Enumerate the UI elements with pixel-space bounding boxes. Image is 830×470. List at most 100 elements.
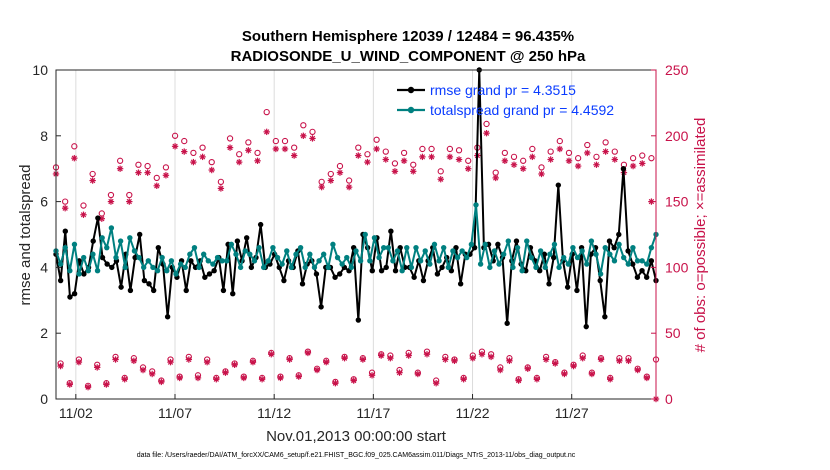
obs-assimilated-stroke bbox=[108, 198, 114, 205]
obs-assimilated-stroke bbox=[195, 375, 201, 381]
obs-assimilated-marker bbox=[226, 144, 234, 151]
rmse-point bbox=[313, 271, 320, 277]
obs-assimilated-marker bbox=[460, 376, 467, 383]
obs-assimilated-stroke bbox=[493, 175, 499, 181]
obs-assimilated-marker bbox=[327, 177, 335, 184]
obs-assimilated-stroke bbox=[525, 366, 531, 372]
y-tick-label: 4 bbox=[40, 259, 48, 275]
rmse-point bbox=[62, 228, 69, 234]
obs-possible-marker bbox=[309, 128, 316, 136]
y2-tick-label: 100 bbox=[665, 259, 689, 275]
obs-assimilated-marker bbox=[176, 374, 183, 382]
obs-assimilated-marker bbox=[116, 165, 124, 172]
obs-assimilated-marker bbox=[66, 381, 73, 388]
obs-possible-marker bbox=[382, 148, 389, 155]
rmse-point bbox=[95, 215, 101, 221]
obs-assimilated-stroke bbox=[424, 351, 430, 357]
obs-possible-marker bbox=[181, 137, 188, 145]
spread-point bbox=[99, 235, 105, 241]
legend-rmse-marker bbox=[407, 86, 415, 94]
obs-possible-marker bbox=[639, 152, 646, 159]
rmse-point bbox=[243, 235, 250, 241]
spread-point bbox=[117, 238, 124, 244]
obs-assimilated-marker bbox=[89, 177, 96, 184]
rmse-point bbox=[625, 248, 631, 254]
legend-spread-label: totalspread grand pr = 4.4592 bbox=[430, 102, 614, 118]
spread-point bbox=[584, 261, 590, 267]
obs-assimilated-marker bbox=[538, 170, 545, 178]
rmse-point bbox=[155, 244, 162, 251]
spread-point bbox=[459, 248, 465, 254]
obs-assimilated-stroke bbox=[570, 363, 577, 369]
obs-possible-marker bbox=[171, 132, 179, 139]
obs-assimilated-marker bbox=[533, 376, 541, 383]
rmse-point bbox=[550, 254, 557, 261]
obs-assimilated-marker bbox=[194, 374, 202, 382]
obs-assimilated-marker bbox=[190, 158, 197, 166]
obs-possible-marker bbox=[373, 136, 380, 143]
spread-point bbox=[210, 261, 216, 267]
obs-assimilated-stroke bbox=[254, 158, 261, 164]
obs-assimilated-stroke bbox=[406, 352, 412, 359]
obs-assimilated-marker bbox=[432, 380, 440, 387]
chart-title-line-1: Southern Hemisphere 12039 / 12484 = 96.4… bbox=[242, 28, 574, 45]
spread-point bbox=[242, 248, 248, 254]
spread-point bbox=[251, 258, 258, 264]
y2-tick-label: 250 bbox=[665, 62, 689, 78]
obs-assimilated-marker bbox=[478, 351, 486, 358]
obs-assimilated-marker bbox=[300, 132, 307, 139]
spread-point bbox=[85, 267, 92, 274]
spread-point bbox=[496, 261, 502, 267]
obs-assimilated-marker bbox=[222, 369, 229, 376]
obs-assimilated-marker bbox=[387, 355, 394, 362]
rmse-point bbox=[620, 166, 627, 172]
rmse-point bbox=[118, 284, 124, 290]
obs-assimilated-marker bbox=[405, 352, 412, 359]
spread-point bbox=[284, 248, 290, 254]
obs-assimilated-stroke bbox=[163, 172, 169, 178]
spread-point bbox=[260, 264, 267, 271]
rmse-point bbox=[434, 271, 441, 277]
rmse-point bbox=[234, 238, 241, 244]
obs-possible-marker bbox=[547, 148, 554, 155]
obs-assimilated-marker bbox=[148, 370, 156, 378]
obs-assimilated-stroke bbox=[328, 177, 334, 184]
obs-assimilated-stroke bbox=[57, 363, 64, 369]
obs-possible-marker bbox=[584, 141, 591, 149]
rmse-point bbox=[257, 221, 264, 228]
obs-assimilated-marker bbox=[130, 357, 138, 365]
obs-assimilated-stroke bbox=[511, 162, 517, 168]
spread-point bbox=[390, 258, 396, 264]
spread-point bbox=[500, 251, 507, 257]
obs-assimilated-stroke bbox=[470, 355, 476, 361]
obs-assimilated-stroke bbox=[630, 163, 636, 169]
spread-point bbox=[270, 244, 276, 251]
obs-assimilated-marker bbox=[135, 169, 142, 176]
spread-point bbox=[450, 248, 456, 254]
spread-point bbox=[607, 251, 613, 257]
obs-assimilated-marker bbox=[144, 169, 151, 176]
y-tick-label: 0 bbox=[40, 391, 48, 407]
spread-point bbox=[316, 258, 322, 264]
obs-assimilated-stroke bbox=[103, 381, 110, 388]
obs-assimilated-marker bbox=[71, 154, 78, 162]
obs-assimilated-stroke bbox=[309, 135, 316, 142]
obs-assimilated-marker bbox=[258, 376, 266, 383]
obs-assimilated-stroke bbox=[552, 360, 558, 367]
x-tick-label: 11/22 bbox=[456, 405, 490, 421]
obs-assimilated-stroke bbox=[369, 372, 375, 378]
rmse-point bbox=[383, 264, 389, 271]
obs-assimilated-marker bbox=[281, 145, 289, 153]
obs-assimilated-stroke bbox=[117, 166, 123, 172]
obs-assimilated-stroke bbox=[479, 351, 485, 357]
obs-assimilated-marker bbox=[75, 358, 83, 366]
obs-assimilated-marker bbox=[272, 145, 280, 153]
rmse-point bbox=[648, 258, 655, 264]
spread-point bbox=[274, 254, 281, 261]
rmse-point bbox=[369, 267, 375, 274]
spread-point bbox=[71, 241, 78, 248]
rmse-point bbox=[206, 271, 213, 277]
rmse-point bbox=[81, 271, 87, 277]
spread-point bbox=[154, 267, 161, 274]
obs-assimilated-marker bbox=[139, 366, 147, 374]
